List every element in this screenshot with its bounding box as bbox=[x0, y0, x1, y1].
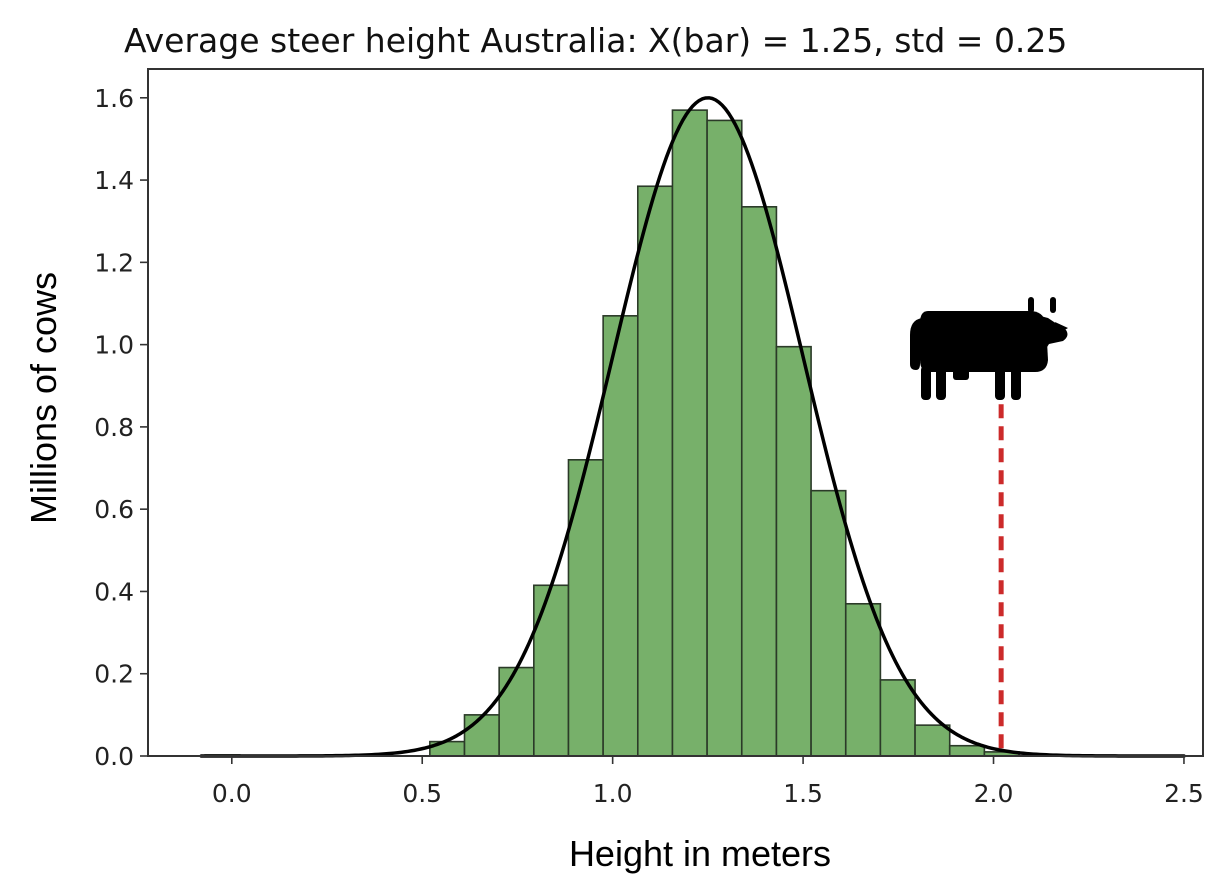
y-tick-label: 0.2 bbox=[94, 660, 134, 689]
y-axis-label: Millions of cows bbox=[23, 272, 64, 524]
histogram-bar-3 bbox=[463, 714, 500, 757]
histogram-bar-16 bbox=[914, 724, 951, 757]
histogram-bar-14 bbox=[844, 602, 882, 757]
histogram-bar-6 bbox=[567, 459, 604, 757]
y-tick-label: 1.0 bbox=[94, 331, 134, 360]
y-tick-label: 0.4 bbox=[94, 577, 134, 606]
normal-distribution-curve bbox=[199, 96, 1186, 758]
histogram-bar-13 bbox=[810, 489, 847, 757]
y-tick-label: 0.8 bbox=[94, 413, 134, 442]
histogram-bar-7 bbox=[602, 315, 639, 757]
x-tick-label: 2.0 bbox=[974, 779, 1014, 808]
y-tick-label: 1.4 bbox=[94, 166, 134, 195]
histogram-bar-4 bbox=[498, 666, 535, 757]
x-axis-label: Height in meters bbox=[569, 833, 831, 874]
y-tick-label: 1.2 bbox=[94, 248, 134, 277]
y-axis-ticks: 0.0 0.2 0.4 0.6 0.8 1.0 1.2 1.4 1.6 bbox=[94, 84, 148, 771]
x-tick-label: 1.0 bbox=[593, 779, 633, 808]
histogram-bars bbox=[204, 109, 1020, 757]
x-tick-label: 0.5 bbox=[402, 779, 442, 808]
x-tick-label: 1.5 bbox=[783, 779, 823, 808]
histogram-bar-15 bbox=[879, 679, 916, 757]
x-tick-label: 0.0 bbox=[212, 779, 252, 808]
histogram-bar-8 bbox=[636, 185, 674, 757]
histogram-bar-17 bbox=[948, 744, 986, 757]
y-tick-label: 1.6 bbox=[94, 84, 134, 113]
histogram-bar-5 bbox=[533, 584, 570, 757]
histogram-bar-12 bbox=[775, 345, 812, 757]
normal-curve-layer bbox=[199, 96, 1186, 758]
histogram-bar-11 bbox=[740, 206, 778, 757]
plot-area-frame bbox=[147, 68, 1204, 757]
histogram-bar-9 bbox=[671, 109, 708, 757]
x-tick-label: 2.5 bbox=[1164, 779, 1204, 808]
chart-title: Average steer height Australia: X(bar) =… bbox=[124, 21, 1067, 60]
y-tick-label: 0.6 bbox=[94, 495, 134, 524]
histogram-bar-10 bbox=[706, 119, 743, 757]
x-axis-ticks: 0.0 0.5 1.0 1.5 2.0 2.5 bbox=[212, 756, 1204, 808]
cow-icon bbox=[910, 297, 1068, 400]
y-tick-label: 0.0 bbox=[94, 742, 134, 771]
